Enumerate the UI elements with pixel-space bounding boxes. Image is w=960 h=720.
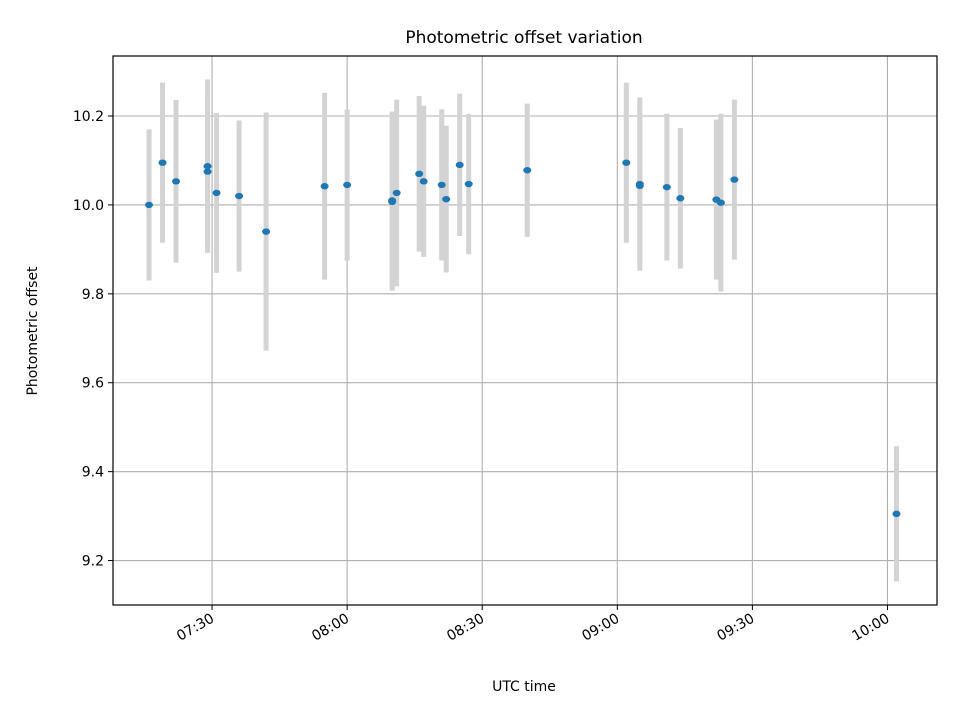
x-tick-label: 10:00	[850, 611, 893, 645]
data-point	[455, 161, 464, 169]
x-tick-label: 07:30	[174, 611, 217, 645]
data-point	[622, 159, 631, 166]
data-point	[464, 180, 473, 188]
data-point	[212, 189, 221, 197]
plot-frame	[112, 55, 938, 606]
data-point	[523, 167, 532, 174]
data-point	[343, 181, 352, 189]
data-point	[158, 159, 167, 166]
data-point	[145, 201, 154, 209]
y-tick-label: 10.0	[73, 198, 104, 214]
data-point	[635, 180, 644, 188]
grid-lines	[113, 56, 937, 605]
y-axis-ticks: 9.2 9.4 9.6 9.8 10.0 10.2	[73, 109, 113, 570]
data-point	[892, 510, 901, 518]
chart-title: Photometric offset variation	[405, 28, 642, 48]
data-point	[716, 199, 725, 206]
data-point	[392, 189, 401, 197]
data-point	[662, 183, 671, 191]
data-points	[145, 159, 901, 518]
y-tick-label: 9.8	[82, 287, 104, 303]
data-point	[203, 168, 212, 175]
y-tick-label: 10.2	[73, 109, 104, 125]
x-tick-label: 09:00	[579, 611, 622, 645]
data-point	[320, 183, 329, 190]
data-point	[730, 176, 739, 183]
x-tick-label: 09:30	[714, 611, 757, 645]
data-point	[437, 181, 446, 189]
data-point	[262, 228, 271, 235]
y-tick-label: 9.2	[82, 554, 104, 570]
y-axis-label: Photometric offset	[25, 266, 41, 396]
data-point	[415, 170, 424, 178]
error-bars	[146, 79, 899, 582]
data-point	[442, 195, 451, 203]
data-point	[388, 197, 397, 204]
x-axis-label: UTC time	[492, 679, 556, 695]
y-tick-label: 9.6	[82, 376, 104, 392]
x-tick-label: 08:00	[309, 611, 352, 645]
data-point	[676, 195, 685, 202]
y-tick-label: 9.4	[82, 465, 104, 481]
x-axis-ticks: 07:30 08:00 08:30 09:00 09:30 10:00	[174, 605, 892, 645]
data-point	[203, 163, 212, 170]
data-point	[172, 178, 181, 185]
data-point	[235, 192, 244, 200]
data-point	[419, 178, 428, 185]
x-tick-label: 08:30	[444, 611, 487, 645]
